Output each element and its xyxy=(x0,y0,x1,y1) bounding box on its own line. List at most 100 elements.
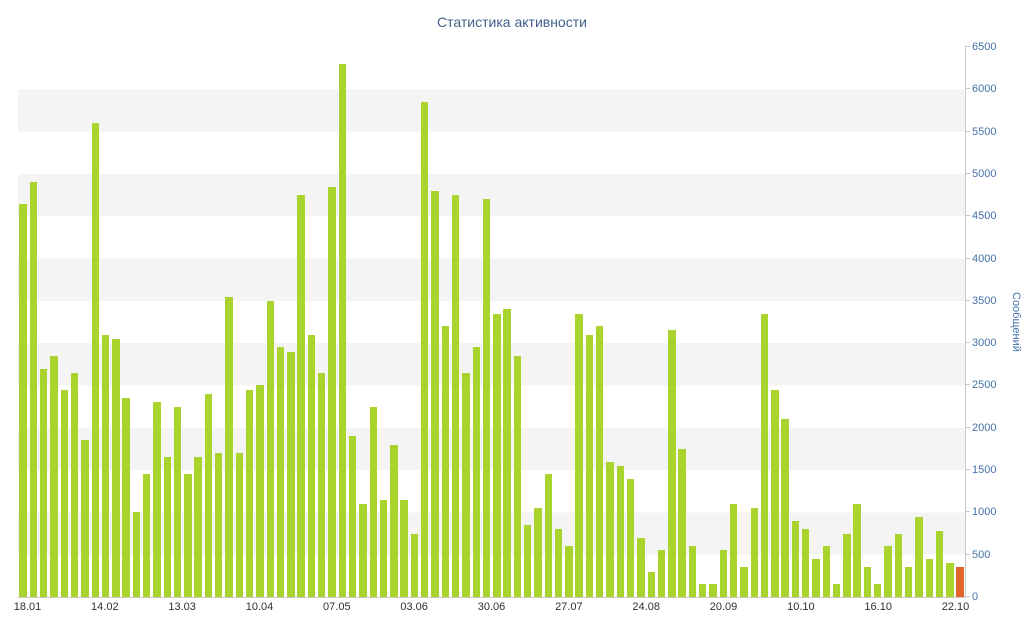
bar[interactable] xyxy=(132,512,141,597)
bar[interactable] xyxy=(544,474,552,597)
bar-slot xyxy=(317,47,327,597)
bar[interactable] xyxy=(462,372,470,597)
bar[interactable] xyxy=(946,563,954,597)
bar[interactable] xyxy=(863,567,872,597)
bar[interactable] xyxy=(40,368,48,597)
bar[interactable] xyxy=(245,389,254,597)
bar[interactable] xyxy=(297,195,305,597)
bar[interactable] xyxy=(606,461,614,597)
bar[interactable] xyxy=(843,533,851,597)
bar[interactable] xyxy=(266,300,274,597)
bar[interactable] xyxy=(400,499,408,597)
bar[interactable] xyxy=(307,334,316,597)
y-axis-tick xyxy=(965,596,970,597)
bar[interactable] xyxy=(204,393,213,597)
bar[interactable] xyxy=(29,182,38,597)
bar[interactable] xyxy=(750,508,758,597)
bar[interactable] xyxy=(184,474,192,597)
bar[interactable] xyxy=(853,503,861,597)
bar[interactable] xyxy=(925,558,933,597)
bar[interactable] xyxy=(791,520,800,597)
bar[interactable] xyxy=(328,186,336,597)
bar[interactable] xyxy=(173,406,182,597)
bar[interactable] xyxy=(915,516,923,597)
bar[interactable] xyxy=(760,313,769,597)
bar[interactable] xyxy=(534,508,542,597)
bar[interactable] xyxy=(647,571,655,597)
bar[interactable] xyxy=(616,465,625,597)
y-axis-label: 3500 xyxy=(972,294,997,307)
bar[interactable] xyxy=(348,436,357,597)
bar[interactable] xyxy=(60,389,69,597)
bar[interactable] xyxy=(699,584,707,597)
y-axis-label: 6000 xyxy=(972,83,997,96)
bar[interactable] xyxy=(565,546,573,597)
bar[interactable] xyxy=(318,372,326,597)
bar[interactable] xyxy=(338,63,347,597)
bar[interactable] xyxy=(874,584,882,597)
bar[interactable] xyxy=(493,313,501,597)
bar[interactable] xyxy=(431,190,439,597)
y-axis-label: 3000 xyxy=(972,337,997,350)
bar[interactable] xyxy=(235,453,244,597)
bar[interactable] xyxy=(379,499,388,597)
bar[interactable] xyxy=(935,531,944,597)
bar[interactable] xyxy=(802,529,810,597)
bar[interactable] xyxy=(70,372,79,597)
bar[interactable] xyxy=(215,453,223,597)
bar[interactable] xyxy=(451,195,460,597)
bar[interactable] xyxy=(112,338,120,597)
bar[interactable] xyxy=(585,334,594,597)
bar[interactable] xyxy=(678,448,686,597)
bar[interactable] xyxy=(812,558,820,597)
bar[interactable] xyxy=(771,389,779,597)
bar[interactable] xyxy=(369,406,377,597)
bar[interactable] xyxy=(523,525,532,597)
bar[interactable] xyxy=(276,347,285,597)
bar[interactable] xyxy=(503,309,511,597)
bar-slot xyxy=(708,47,718,597)
bar[interactable] xyxy=(822,546,830,597)
bar[interactable] xyxy=(287,351,295,597)
bar[interactable] xyxy=(904,567,913,597)
bar[interactable] xyxy=(359,503,367,597)
bar[interactable] xyxy=(19,203,27,597)
bar[interactable] xyxy=(472,347,480,597)
bar[interactable] xyxy=(596,326,604,597)
bar[interactable] xyxy=(832,584,841,597)
bar[interactable] xyxy=(575,313,583,597)
bar[interactable] xyxy=(554,529,563,597)
bar[interactable] xyxy=(719,550,728,597)
bar[interactable] xyxy=(163,457,171,597)
bar-slot xyxy=(162,47,172,597)
bar[interactable] xyxy=(657,550,666,597)
bar[interactable] xyxy=(894,533,903,597)
bar[interactable] xyxy=(781,419,789,597)
bar[interactable] xyxy=(390,444,398,597)
bar[interactable] xyxy=(729,503,738,597)
bar[interactable] xyxy=(637,537,645,597)
bar[interactable] xyxy=(225,296,233,597)
bar[interactable] xyxy=(91,123,99,597)
bar[interactable] xyxy=(50,355,58,597)
bar[interactable] xyxy=(709,584,717,597)
current-period-bar[interactable] xyxy=(956,567,964,597)
bar[interactable] xyxy=(122,398,130,597)
bar[interactable] xyxy=(884,546,892,597)
bar[interactable] xyxy=(153,402,161,597)
bar[interactable] xyxy=(410,533,419,597)
bar[interactable] xyxy=(688,546,697,597)
bar[interactable] xyxy=(626,478,635,597)
bar[interactable] xyxy=(740,567,748,597)
bar[interactable] xyxy=(256,385,264,597)
bar[interactable] xyxy=(81,440,89,597)
bar[interactable] xyxy=(668,330,676,597)
bar[interactable] xyxy=(482,199,491,597)
bar[interactable] xyxy=(101,334,110,597)
bar[interactable] xyxy=(194,457,202,597)
bar[interactable] xyxy=(513,355,522,597)
bar-slot xyxy=(502,47,512,597)
bar[interactable] xyxy=(143,474,151,597)
bar[interactable] xyxy=(421,102,429,597)
bar[interactable] xyxy=(441,326,450,597)
